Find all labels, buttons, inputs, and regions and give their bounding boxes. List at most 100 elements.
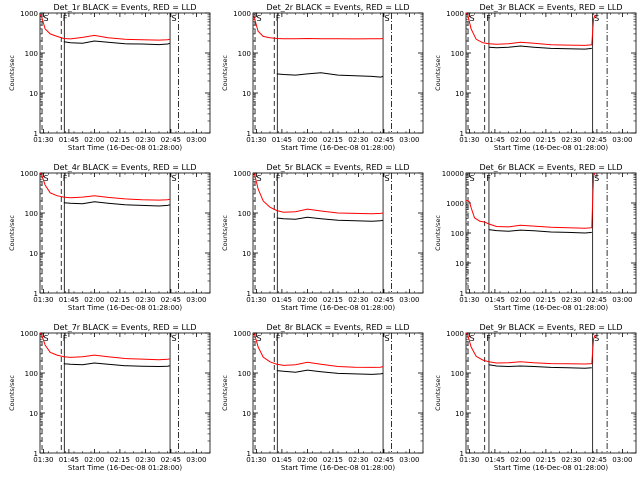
x-tick-label: 01:30 <box>33 136 53 144</box>
x-tick-label: 01:30 <box>33 456 53 464</box>
event-marker-label: S <box>172 174 177 183</box>
x-axis-label: Start Time (16-Dec-08 01:28:00) <box>68 304 182 312</box>
x-tick-label: 02:30 <box>135 456 155 464</box>
series-line <box>488 45 592 50</box>
y-tick-label: 10 <box>29 250 38 258</box>
x-tick-label: 03:00 <box>612 136 632 144</box>
x-tick-label: 02:45 <box>374 136 394 144</box>
series-line <box>63 201 171 207</box>
x-tick-label: 03:00 <box>399 456 419 464</box>
x-tick-label: 02:15 <box>110 456 130 464</box>
y-axis-label: Counts/sec <box>221 55 229 91</box>
series-line <box>63 362 171 368</box>
x-tick-label: 01:30 <box>246 136 266 144</box>
y-tick-label: 1000 <box>233 170 251 178</box>
x-tick-label: 02:00 <box>297 456 317 464</box>
x-tick-label: 02:30 <box>561 456 581 464</box>
y-tick-label: 1000 <box>446 200 464 208</box>
y-tick-label: 1 <box>460 130 464 138</box>
series-line <box>252 172 384 215</box>
x-axis-label: Start Time (16-Dec-08 01:28:00) <box>494 144 608 152</box>
x-tick-label: 03:00 <box>186 136 206 144</box>
plot-frame <box>39 12 211 134</box>
chart-panel: Det_7r BLACK = Events, RED = LLD 1 10 100 10… <box>8 323 211 472</box>
y-tick-label: 1 <box>247 450 251 458</box>
x-tick-label: 02:45 <box>374 456 394 464</box>
x-tick-label: 03:00 <box>399 296 419 304</box>
y-tick-label: 1000 <box>20 170 38 178</box>
x-tick-label: 02:45 <box>587 456 607 464</box>
y-tick-label: 1000 <box>233 10 251 18</box>
y-tick-label: 100 <box>25 210 38 218</box>
chart-title: Det_7r BLACK = Events, RED = LLD <box>53 323 196 332</box>
x-tick-label: 02:00 <box>510 296 530 304</box>
series-line <box>276 369 384 375</box>
x-tick-label: 02:45 <box>587 296 607 304</box>
event-marker-label: S <box>594 174 599 183</box>
event-marker-label: S <box>257 174 262 183</box>
y-tick-label: 10 <box>455 410 464 418</box>
x-tick-label: 01:45 <box>272 136 292 144</box>
x-tick-label: 01:30 <box>246 456 266 464</box>
y-tick-label: 1000 <box>233 330 251 338</box>
chart-panel: Det_6r BLACK = Events, RED = LLD 1 10 100 10… <box>434 163 637 312</box>
series-line <box>39 14 171 41</box>
x-tick-label: 01:30 <box>459 136 479 144</box>
x-tick-label: 02:45 <box>161 456 181 464</box>
event-marker-label: S <box>385 174 390 183</box>
y-tick-label: 1 <box>34 290 38 298</box>
x-tick-label: 02:00 <box>84 456 104 464</box>
chart-panel: Det_8r BLACK = Events, RED = LLD 1 10 100 10… <box>221 323 424 472</box>
chart-panel: Det_2r BLACK = Events, RED = LLD 1 10 100 10… <box>221 3 424 152</box>
x-tick-label: 03:00 <box>399 136 419 144</box>
series-line <box>488 229 592 234</box>
x-tick-label: 02:45 <box>161 296 181 304</box>
y-axis-label: Counts/sec <box>8 215 16 251</box>
event-marker-label: S <box>594 334 599 343</box>
series-line <box>252 14 384 40</box>
x-axis-label: Start Time (16-Dec-08 01:28:00) <box>68 464 182 472</box>
x-tick-label: 01:45 <box>272 296 292 304</box>
event-marker-label: S <box>470 334 475 343</box>
y-tick-label: 1000 <box>20 10 38 18</box>
event-marker-label: F <box>63 174 68 183</box>
x-tick-label: 01:45 <box>59 136 79 144</box>
x-tick-label: 02:30 <box>561 136 581 144</box>
y-tick-label: 1 <box>247 130 251 138</box>
chart-title: Det_9r BLACK = Events, RED = LLD <box>479 323 622 332</box>
chart-title: Det_2r BLACK = Events, RED = LLD <box>266 3 409 12</box>
plot-frame <box>465 332 637 454</box>
plot-frame <box>252 12 424 134</box>
plot-frame <box>252 332 424 454</box>
x-tick-label: 01:45 <box>485 456 505 464</box>
event-marker-label: S <box>172 14 177 23</box>
y-tick-label: 1000 <box>446 330 464 338</box>
y-tick-label: 10 <box>29 410 38 418</box>
x-axis-label: Start Time (16-Dec-08 01:28:00) <box>68 144 182 152</box>
x-tick-label: 02:15 <box>536 136 556 144</box>
y-tick-label: 100 <box>451 50 464 58</box>
plot-frame <box>465 172 637 294</box>
x-tick-label: 02:15 <box>323 296 343 304</box>
event-marker-label: F <box>276 14 281 23</box>
series-line <box>39 332 171 361</box>
x-tick-label: 02:30 <box>348 456 368 464</box>
y-axis-label: Counts/sec <box>8 55 16 91</box>
x-tick-label: 02:15 <box>323 456 343 464</box>
plot-frame <box>39 172 211 294</box>
series-line <box>63 40 171 46</box>
x-tick-label: 03:00 <box>186 456 206 464</box>
y-tick-label: 1 <box>34 130 38 138</box>
chart-panel: Det_9r BLACK = Events, RED = LLD 1 10 100 10… <box>434 323 637 472</box>
x-tick-label: 02:00 <box>84 296 104 304</box>
y-tick-label: 100 <box>238 210 251 218</box>
event-marker-label: S <box>594 14 599 23</box>
y-tick-label: 100 <box>25 370 38 378</box>
y-axis-label: Counts/sec <box>221 215 229 251</box>
x-tick-label: 03:00 <box>612 456 632 464</box>
y-tick-label: 10 <box>455 90 464 98</box>
x-tick-label: 02:00 <box>510 456 530 464</box>
x-tick-label: 02:30 <box>561 296 581 304</box>
x-tick-label: 02:00 <box>297 296 317 304</box>
chart-panel: Det_3r BLACK = Events, RED = LLD 1 10 100 10… <box>434 3 637 152</box>
